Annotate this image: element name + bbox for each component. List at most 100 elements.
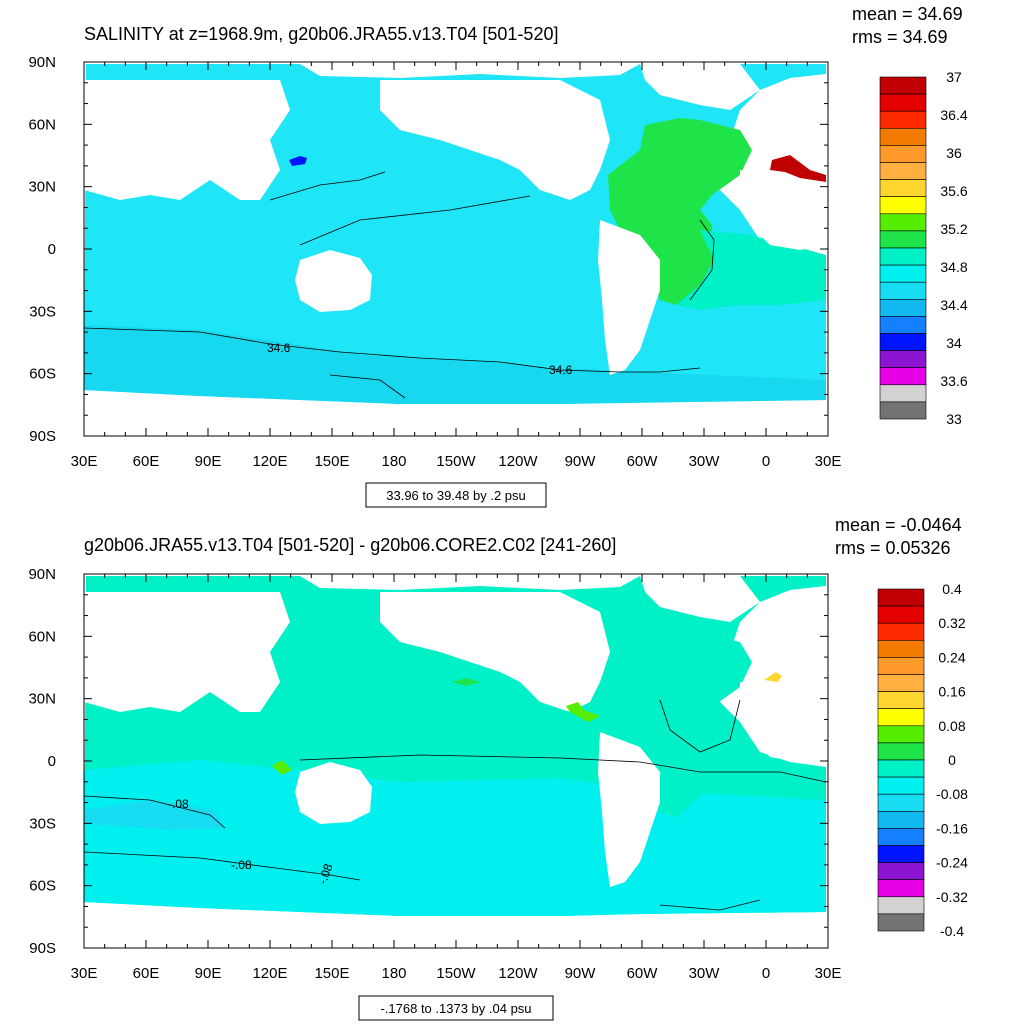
colorbar-swatch [877, 913, 925, 932]
red-patch-mediterranean [770, 155, 826, 182]
lon-axis: 30E 60E 90E 120E 150E 180 150W 120W 90W 60W 30W 0 30… [71, 574, 841, 982]
range-note: -.1768 to .1373 by .04 psu [380, 1001, 531, 1016]
lon-tick-label: 60E [133, 965, 160, 982]
continent-australia [295, 250, 372, 312]
lat-tick-label: 60S [29, 366, 56, 383]
greenland [640, 576, 760, 622]
continent-asia [84, 592, 290, 712]
panel-title: SALINITY at z=1968.9m, g20b06.JRA55.v13.… [84, 24, 558, 44]
lat-tick-label: 90N [28, 54, 56, 71]
contours [83, 171, 715, 399]
land [84, 576, 826, 946]
colorbar-swatch [879, 298, 927, 317]
colorbar: 0.4 0.32 0.24 0.16 0.08 0 -0.08 -0.16 -0.24 -0.32… [877, 581, 968, 939]
colorbar-label: 0.24 [938, 649, 965, 665]
lon-tick-label: 30E [71, 965, 98, 982]
colorbar-swatch [879, 93, 927, 112]
colorbar-swatch [879, 196, 927, 215]
continent-antarctica [84, 916, 826, 946]
colorbar-label: -0.24 [936, 855, 968, 871]
lon-tick-label: 150E [314, 453, 349, 470]
lon-tick-label: 30E [71, 453, 98, 470]
contour-label: 34.6 [267, 341, 291, 355]
lat-tick-label: 90S [29, 428, 56, 445]
colorbar-swatch [877, 708, 925, 727]
lat-tick-label: 90N [28, 566, 56, 583]
colorbar-label: 36 [946, 145, 962, 161]
colorbar-swatch [877, 810, 925, 829]
contours [83, 699, 827, 911]
colorbar-swatch [879, 76, 927, 95]
map-plot: 34.6 34.6 90N 60N 30N 0 30S 60S 90S 30E 60E 90E 1… [28, 54, 841, 470]
continent-south-america [598, 732, 660, 887]
colorbar-label: 37 [946, 69, 962, 85]
colorbar-swatch [877, 674, 925, 692]
colorbar-label: 0.16 [938, 684, 965, 700]
blue-patch [289, 156, 307, 166]
colorbar-swatch [879, 247, 927, 266]
colorbar-swatch [879, 384, 927, 403]
south-ocean-band [84, 325, 826, 404]
land [84, 64, 826, 434]
panel-bottom: g20b06.JRA55.v13.T04 [501-520] - g20b06.… [28, 515, 968, 1021]
lon-tick-label: 120E [252, 453, 287, 470]
colorbar-swatch [879, 367, 927, 386]
lat-tick-label: 60N [28, 116, 56, 133]
colorbar-label: -0.4 [940, 923, 964, 939]
contour-label: -.08 [168, 797, 189, 811]
colorbar-label: 33 [946, 411, 962, 427]
lat-tick-label: 90S [29, 940, 56, 957]
mean-stat: mean = -0.0464 [835, 515, 962, 535]
colorbar-swatch [877, 588, 925, 607]
colorbar-swatch [877, 862, 925, 880]
continent-africa [740, 682, 826, 762]
range-note: 33.96 to 39.48 by .2 psu [386, 488, 526, 503]
colorbar-swatch [877, 691, 925, 709]
colorbar-swatch [877, 742, 925, 761]
colorbar-label: 34.4 [940, 297, 967, 313]
colorbar-label: 34 [946, 335, 962, 351]
continent-antarctica [84, 404, 826, 434]
panel-title: g20b06.JRA55.v13.T04 [501-520] - g20b06.… [84, 535, 616, 555]
colorbar-label: 34.8 [940, 259, 967, 275]
lon-tick-label: 180 [381, 453, 406, 470]
colorbar-swatch [879, 145, 927, 163]
colorbar-swatch [877, 896, 925, 915]
green-spot [452, 678, 480, 686]
continent-asia [84, 80, 290, 200]
lon-tick-label: 90W [565, 965, 597, 982]
colorbar-swatch [877, 657, 925, 675]
lon-tick-label: 120W [498, 965, 538, 982]
colorbar-label: 0.08 [938, 718, 965, 734]
lon-tick-label: 150E [314, 965, 349, 982]
colorbar-swatch [877, 776, 925, 795]
continent-north-america [380, 592, 610, 712]
colorbar-swatch [877, 828, 925, 846]
arctic-islands [300, 64, 640, 78]
lon-tick-label: 90E [195, 965, 222, 982]
contour-label: 34.6 [549, 363, 573, 377]
colorbar-label: 0.4 [942, 581, 962, 597]
lon-tick-label: 0 [762, 453, 770, 470]
continent-south-america [598, 220, 660, 375]
lat-tick-label: 0 [48, 241, 56, 258]
colorbar-swatch [877, 605, 925, 624]
continent-africa [740, 170, 826, 250]
colorbar-swatch [877, 622, 925, 641]
lon-tick-label: 120E [252, 965, 287, 982]
colorbar-swatch [879, 333, 927, 351]
colorbar-swatch [877, 639, 925, 658]
mean-stat: mean = 34.69 [852, 4, 963, 24]
colorbar-label: 0 [948, 752, 956, 768]
lat-axis: 90N 60N 30N 0 30S 60S 90S [28, 566, 828, 957]
lat-axis: 90N 60N 30N 0 30S 60S 90S [28, 54, 828, 445]
greenland [640, 64, 760, 110]
colorbar-swatch [879, 230, 927, 249]
yellow-patch [764, 672, 782, 682]
colorbar-label: 35.6 [940, 183, 967, 199]
lon-tick-label: 30W [689, 453, 721, 470]
lon-axis: 30E 60E 90E 120E 150E 180 150W 120W 90W 60W 30W 0 30… [71, 62, 841, 470]
colorbar-swatch [877, 879, 925, 898]
colorbar-swatch [879, 162, 927, 180]
